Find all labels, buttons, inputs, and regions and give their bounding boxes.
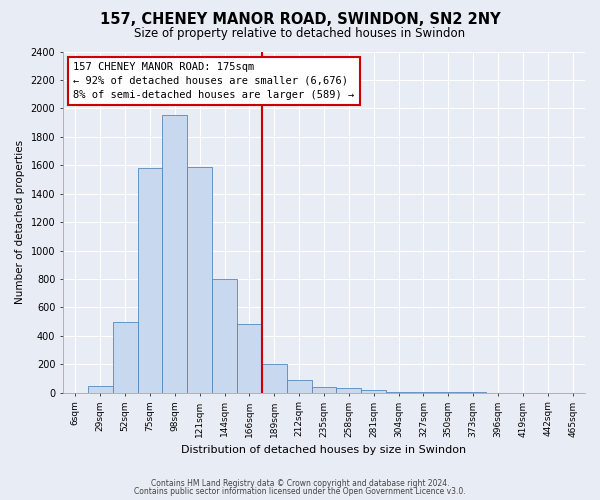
Bar <box>262 364 287 392</box>
Bar <box>237 324 262 392</box>
Bar <box>311 387 337 392</box>
Bar <box>113 322 137 392</box>
Y-axis label: Number of detached properties: Number of detached properties <box>15 140 25 304</box>
Bar <box>337 388 361 392</box>
Bar <box>187 166 212 392</box>
X-axis label: Distribution of detached houses by size in Swindon: Distribution of detached houses by size … <box>181 445 467 455</box>
Text: Contains public sector information licensed under the Open Government Licence v3: Contains public sector information licen… <box>134 487 466 496</box>
Bar <box>137 168 163 392</box>
Bar <box>163 116 187 392</box>
Bar <box>361 390 386 392</box>
Text: Size of property relative to detached houses in Swindon: Size of property relative to detached ho… <box>134 28 466 40</box>
Bar <box>287 380 311 392</box>
Text: 157, CHENEY MANOR ROAD, SWINDON, SN2 2NY: 157, CHENEY MANOR ROAD, SWINDON, SN2 2NY <box>100 12 500 28</box>
Text: 157 CHENEY MANOR ROAD: 175sqm
← 92% of detached houses are smaller (6,676)
8% of: 157 CHENEY MANOR ROAD: 175sqm ← 92% of d… <box>73 62 355 100</box>
Bar <box>88 386 113 392</box>
Text: Contains HM Land Registry data © Crown copyright and database right 2024.: Contains HM Land Registry data © Crown c… <box>151 478 449 488</box>
Bar <box>212 279 237 392</box>
